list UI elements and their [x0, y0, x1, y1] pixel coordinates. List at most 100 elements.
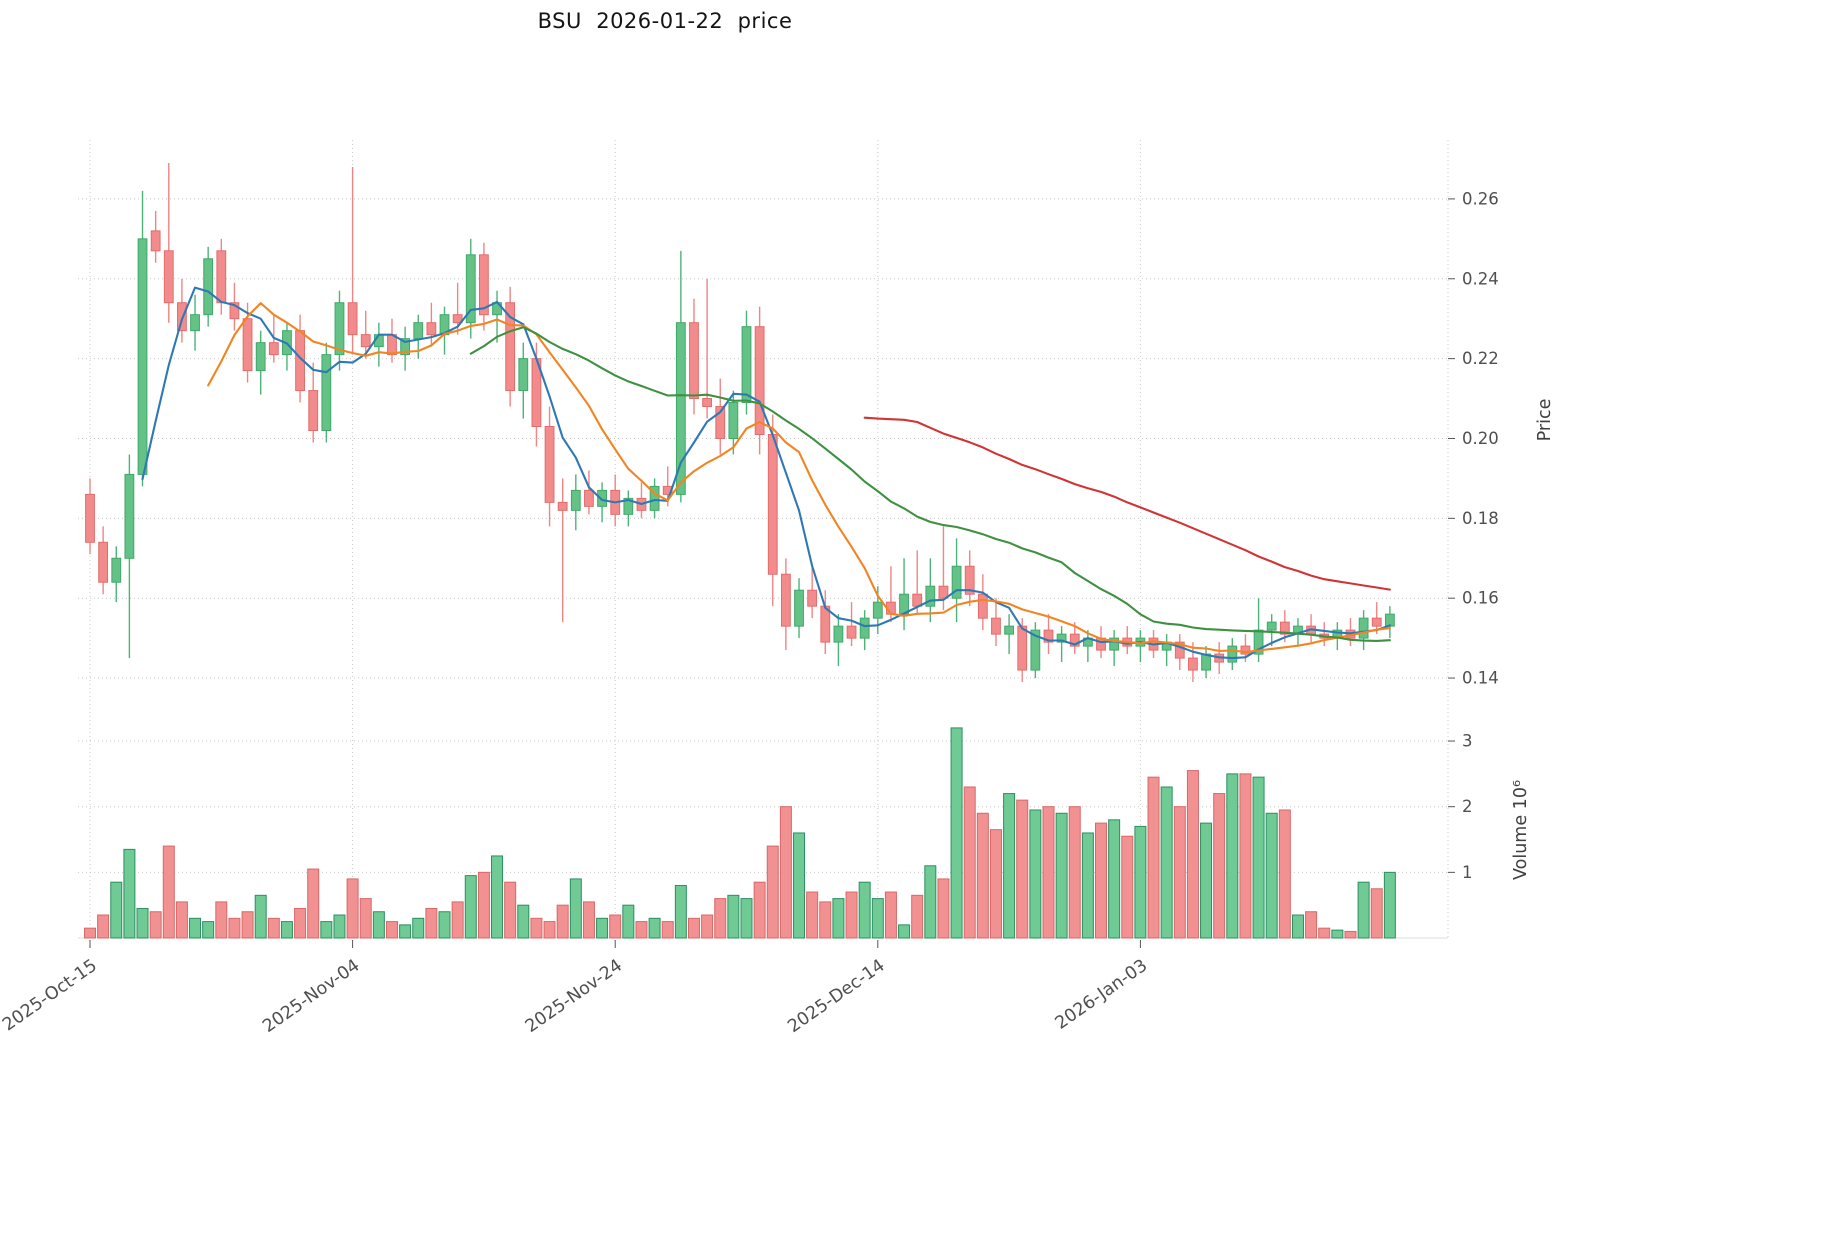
volume-bar: [1186, 770, 1199, 939]
chart-title: BSU 2026-01-22 price: [537, 9, 793, 33]
volume-bar: [1318, 927, 1331, 939]
volume-tick-label: 2: [1462, 797, 1473, 816]
volume-bar: [569, 878, 582, 939]
volume-bar: [1042, 806, 1055, 939]
candle-body: [1043, 629, 1054, 643]
candle-body: [597, 489, 607, 507]
volume-bar: [425, 907, 438, 939]
candle-body: [518, 358, 529, 392]
volume-bar: [320, 921, 333, 939]
price-tick-label: 0.24: [1462, 269, 1499, 288]
volume-bar: [372, 911, 385, 939]
volume-bar: [1068, 806, 1081, 939]
volume-bar: [228, 917, 241, 939]
volume-bars: [84, 727, 1396, 939]
candle-body: [1227, 645, 1238, 663]
volume-bar: [596, 917, 609, 939]
price-tick-label: 0.22: [1462, 349, 1499, 368]
candle-body: [702, 398, 713, 408]
volume-bar: [189, 917, 202, 939]
volume-axis-label: Volume 10⁶: [1511, 780, 1531, 880]
candle-body: [1371, 617, 1382, 627]
volume-bar: [871, 898, 884, 939]
sma-10-line: [207, 302, 1391, 654]
volume-bar: [714, 898, 727, 939]
candle-body: [675, 322, 686, 495]
candle-body: [1240, 645, 1251, 655]
candle-body: [859, 617, 870, 639]
price-tick-label: 0.16: [1462, 589, 1499, 608]
candle-body: [452, 314, 463, 324]
candle-body: [98, 541, 109, 583]
volume-bar: [884, 891, 897, 939]
volume-bar: [1383, 871, 1396, 939]
candle-body: [203, 258, 214, 316]
volume-bar: [530, 917, 543, 939]
candle-body: [964, 565, 975, 595]
candle-body: [505, 302, 516, 392]
volume-bar: [162, 845, 175, 939]
candle-body: [1253, 629, 1264, 655]
volume-bar: [1081, 832, 1094, 939]
volume-bar: [898, 924, 911, 939]
volume-bar: [84, 927, 96, 939]
volume-bar: [504, 881, 517, 939]
volume-bar: [136, 907, 149, 939]
candle-body: [479, 254, 489, 316]
candle-body: [570, 489, 581, 511]
volume-bar: [950, 727, 963, 939]
candle-body: [190, 314, 200, 332]
volume-bar: [175, 901, 188, 939]
candle-body: [413, 322, 424, 340]
candle-body: [833, 625, 844, 643]
volume-bar: [911, 894, 924, 939]
volume-bar: [1029, 809, 1042, 939]
candle-body: [951, 565, 962, 599]
volume-bar: [1226, 773, 1239, 939]
volume-bar: [491, 855, 504, 939]
volume-bar: [1160, 786, 1173, 939]
candle-body: [991, 617, 1001, 635]
volume-bar: [241, 911, 254, 939]
volume-bar: [294, 907, 307, 939]
volume-bar: [1108, 819, 1121, 939]
candle-body: [649, 485, 660, 511]
volume-bar: [97, 914, 110, 939]
volume-bar: [1252, 776, 1265, 939]
candle-body: [308, 390, 319, 431]
candle-body: [1017, 625, 1028, 671]
candle-body: [177, 302, 187, 332]
candle-body: [321, 354, 332, 431]
volume-bar: [924, 865, 937, 939]
volume-bar: [1213, 793, 1226, 939]
candle-body: [465, 254, 476, 324]
volume-bar: [517, 904, 530, 939]
volume-bar: [556, 904, 569, 939]
price-tick-label: 0.26: [1462, 189, 1499, 208]
volume-bar: [359, 898, 372, 939]
volume-bar: [438, 911, 451, 939]
volume-bar: [1344, 930, 1357, 939]
volume-tick-label: 1: [1462, 863, 1473, 882]
volume-bar: [753, 881, 766, 939]
volume-bar: [963, 786, 976, 939]
candle-body: [150, 230, 161, 252]
volume-bar: [845, 891, 858, 939]
volume-bar: [1134, 825, 1147, 939]
sma-30-line: [469, 326, 1391, 642]
candle-body: [1030, 629, 1041, 671]
volume-bar: [661, 921, 674, 939]
volume-bar: [1265, 812, 1278, 939]
volume-bar: [937, 878, 950, 939]
volume-bar: [1200, 822, 1213, 939]
volume-bar: [123, 848, 136, 939]
candle-body: [1109, 637, 1120, 651]
candle-body: [400, 338, 411, 356]
candle-body: [977, 593, 988, 619]
volume-bar: [1173, 806, 1186, 939]
candle-body: [1188, 657, 1198, 671]
candle-body: [242, 318, 253, 372]
candle-body: [229, 302, 240, 320]
volume-tick-label: 3: [1462, 732, 1473, 751]
